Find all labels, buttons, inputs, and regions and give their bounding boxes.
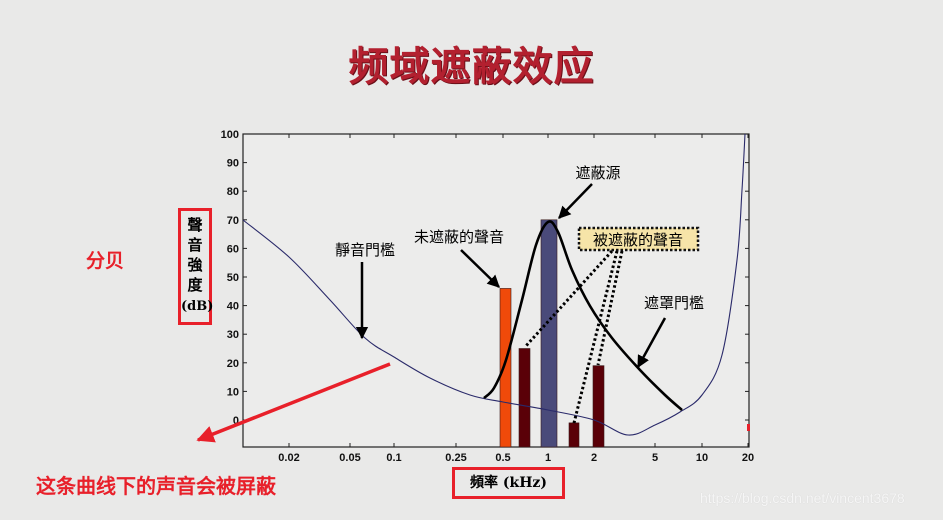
x-tick-label: 2: [591, 452, 597, 464]
page-title: 频域遮蔽效应: [348, 44, 595, 90]
masking-threshold-curve: [483, 220, 683, 411]
y-axis-label-text: 聲音強度 (dB): [181, 216, 214, 314]
y-axis-label-box: 聲音強度 (dB): [178, 208, 214, 325]
masker-label: 遮蔽源: [575, 165, 620, 182]
bar: [592, 365, 605, 448]
y-tick-label: 100: [221, 129, 239, 141]
curve-note: 这条曲线下的声音会被屏蔽: [36, 474, 276, 498]
y-tick-label: 40: [227, 301, 239, 313]
x-tick-label: 10: [696, 452, 708, 464]
masking-threshold-arrow: [636, 317, 667, 369]
bar: [518, 348, 531, 448]
red-arrow-icon: [196, 362, 391, 443]
y-tick-label: 30: [227, 329, 239, 341]
x-tick-label: 0.25: [445, 452, 466, 464]
quiet-threshold-label: 靜音門檻: [335, 242, 395, 259]
y-tick-label: 50: [227, 272, 239, 284]
x-tick-label: 0.02: [278, 452, 299, 464]
red-mark: [747, 424, 750, 431]
x-tick-label: 5: [652, 452, 658, 464]
x-tick-label: 0.05: [339, 452, 360, 464]
decibel-note: 分贝: [86, 250, 125, 272]
masked-sound-box: [577, 226, 700, 252]
plot-frame: [242, 133, 750, 448]
y-tick-label: 70: [227, 215, 239, 227]
watermark: https://blog.csdn.net/vincent3678: [700, 490, 905, 506]
y-tick-label: 20: [227, 358, 239, 370]
masking-threshold-label: 遮罩門檻: [644, 295, 704, 312]
masked-sound-label: 被遮蔽的聲音: [593, 232, 683, 249]
y-axis-label: 聲音強度 (dB): [181, 215, 214, 317]
x-tick-label: 20: [742, 452, 754, 464]
masked-sound-pointer: [523, 249, 614, 349]
y-tick-label: 90: [227, 158, 239, 170]
masker-arrow: [558, 183, 593, 219]
unmasked-sound-arrow: [460, 249, 500, 288]
bars: [499, 219, 605, 448]
y-tick-label: 0: [233, 415, 239, 427]
x-tick-label: 1: [545, 452, 551, 464]
x-tick-label: 0.1: [386, 452, 401, 464]
x-axis-label: 頻率 (kHz): [452, 467, 565, 499]
unmasked-sound-label: 未遮蔽的聲音: [414, 229, 504, 246]
bar: [540, 219, 558, 448]
x-tick-label: 0.5: [495, 452, 510, 464]
masked-sound-pointer: [596, 250, 624, 366]
y-tick-label: 60: [227, 243, 239, 255]
y-tick-label: 10: [227, 386, 239, 398]
bar: [499, 288, 512, 448]
y-tick-label: 80: [227, 186, 239, 198]
bar: [568, 422, 580, 448]
